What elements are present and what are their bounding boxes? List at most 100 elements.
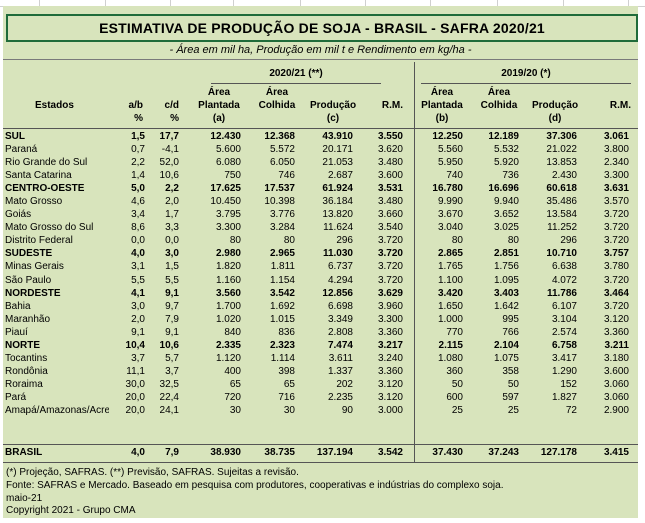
table-row[interactable]: Roraima 30,0 32,5 65 65 202 3.120 50 50 152 3.060 [3, 378, 638, 391]
cell-area-plantada: 1.160 [215, 274, 241, 286]
cell-producao-2: 3.417 [551, 352, 577, 364]
cell-area-colhida-2: 16.696 [488, 183, 519, 195]
state-name: Mato Grosso do Sul [5, 222, 94, 234]
cell-producao-2: 1.290 [551, 365, 577, 377]
cell-area-colhida: 2.965 [269, 248, 295, 260]
cell-producao: 21.053 [322, 157, 353, 169]
table-row[interactable]: Paraná 0,7 -4,1 5.600 5.572 20.171 3.620 5.560 5… [3, 143, 638, 156]
table-row[interactable]: Bahia 3,0 9,7 1.700 1.692 6.698 3.960 1.650 1.64… [3, 300, 638, 313]
cell-ab: 1,5 [131, 131, 145, 142]
cell-area-colhida-2: 3.403 [493, 287, 519, 299]
cell-producao: 11.030 [322, 248, 353, 260]
table-row[interactable]: Mato Grosso do Sul 8,6 3,3 3.300 3.284 11.624… [3, 221, 638, 234]
cell-rm: 3.720 [377, 248, 403, 260]
cell-producao-2: 2.574 [551, 326, 577, 338]
state-name: Roraima [5, 378, 43, 390]
cell-area-plantada-2: 80 [451, 235, 463, 247]
cell-cd: 9,1 [165, 326, 179, 338]
cell-cd: 1,7 [165, 209, 179, 221]
cell-area-colhida-2: 358 [502, 365, 519, 377]
cell-area-plantada-2: 770 [446, 326, 463, 338]
table-row[interactable]: Maranhão 2,0 7,9 1.020 1.015 3.349 3.300 1.000 9… [3, 313, 638, 326]
cell-rm: 3.000 [377, 404, 403, 416]
cell-rm: 3.629 [377, 287, 403, 299]
state-name: Minas Gerais [5, 261, 64, 273]
group-header-2020: 2019/20 (*) [501, 68, 551, 79]
table-subtitle: - Área em mil ha, Produção em mil t e Re… [169, 44, 472, 56]
state-name: Piauí [5, 326, 28, 338]
cell-area-colhida: 1.692 [269, 300, 295, 312]
divider [211, 83, 381, 84]
table-row[interactable]: Tocantins 3,7 5,7 1.120 1.114 3.611 3.240 1.080… [3, 352, 638, 365]
cell-area-plantada: 5.600 [215, 144, 241, 156]
cell-cd: 24,1 [159, 404, 179, 416]
cell-cd: 17,7 [159, 131, 179, 142]
header-area-colhida-2: Área Colhida [480, 87, 518, 111]
table-row[interactable]: Mato Grosso 4,6 2,0 10.450 10.398 36.184 3.480… [3, 195, 638, 208]
table-row[interactable]: Goiás 3,4 1,7 3.795 3.776 13.820 3.660 3.670 3.6… [3, 208, 638, 221]
cell-area-plantada: 2.980 [215, 248, 241, 260]
cell-area-colhida: 2.323 [269, 339, 295, 351]
cell-ab: 5,0 [131, 183, 145, 195]
cell-rm-2: 3.757 [603, 248, 629, 260]
table-row[interactable]: Santa Catarina 1,4 10,6 750 746 2.687 3.600 740… [3, 169, 638, 182]
state-name: Paraná [5, 144, 38, 156]
cell-area-plantada: 80 [229, 235, 241, 247]
group-header-2021: 2020/21 (**) [269, 68, 323, 79]
cell-rm: 3.120 [377, 391, 403, 403]
cell-producao-2: 35.486 [546, 196, 577, 208]
state-name: Distrito Federal [5, 235, 73, 247]
table-row[interactable]: CENTRO-OESTE 5,0 2,2 17.625 17.537 61.924 3.53… [3, 182, 638, 195]
table-title[interactable]: ESTIMATIVA DE PRODUÇÃO DE SOJA - BRASIL … [6, 14, 638, 42]
cell-rm-2: 3.120 [603, 313, 629, 325]
cell-rm: 3.480 [377, 196, 403, 208]
cell-producao: 2.808 [327, 326, 353, 338]
cell-ab: 10,4 [125, 339, 145, 351]
cell-area-colhida: 3.776 [269, 209, 295, 221]
cell-rm: 3.720 [377, 274, 403, 286]
cell-ab: 4,0 [131, 248, 145, 260]
table-row[interactable]: Amapá/Amazonas/Acre 20,0 24,1 30 30 90 3.000 25… [3, 404, 638, 417]
table-row[interactable]: São Paulo 5,5 5,5 1.160 1.154 4.294 3.720 1.100… [3, 274, 638, 287]
cell-area-colhida-2: 2.104 [493, 339, 519, 351]
cell-area-plantada-2: 740 [446, 170, 463, 182]
cell-area-colhida: 3.542 [269, 287, 295, 299]
cell-producao: 43.910 [322, 131, 353, 142]
cell-area-colhida: 6.050 [269, 157, 295, 169]
cell-area-plantada-2: 16.780 [432, 183, 463, 195]
table-row[interactable]: SUL 1,5 17,7 12.430 12.368 43.910 3.550 12.250 1… [3, 130, 638, 143]
cell-ab: 4,1 [131, 287, 145, 299]
total-cd: 7,9 [165, 447, 179, 458]
table-row[interactable]: Rondônia 11,1 3,7 400 398 1.337 3.360 360 358 1.2… [3, 365, 638, 378]
table-row[interactable]: Rio Grande do Sul 2,2 52,0 6.080 6.050 21.053… [3, 156, 638, 169]
cell-ab: 0,0 [131, 235, 145, 247]
cell-area-plantada-2: 3.420 [437, 287, 463, 299]
header-area-plantada-b: Área Plantada (b) [421, 87, 463, 124]
table-row[interactable]: Minas Gerais 3,1 1,5 1.820 1.811 6.737 3.720 1.… [3, 260, 638, 273]
table-row[interactable]: Pará 20,0 22,4 720 716 2.235 3.120 600 597 1.827 3… [3, 391, 638, 404]
cell-area-colhida-2: 736 [502, 170, 519, 182]
total-area-plantada-2: 37.430 [432, 447, 463, 458]
cell-area-plantada: 30 [229, 404, 241, 416]
cell-producao-2: 4.072 [551, 274, 577, 286]
total-name: BRASIL [5, 447, 43, 458]
table-row[interactable]: Piauí 9,1 9,1 840 836 2.808 3.360 770 766 2.574 3.… [3, 326, 638, 339]
cell-area-plantada-2: 3.670 [437, 209, 463, 221]
cell-rm-2: 3.061 [603, 131, 629, 142]
table-row[interactable]: Distrito Federal 0,0 0,0 80 80 296 3.720 80 80 29… [3, 234, 638, 247]
cell-area-plantada: 65 [229, 378, 241, 390]
table-row[interactable]: SUDESTE 4,0 3,0 2.980 2.965 11.030 3.720 2.865 2… [3, 247, 638, 260]
cell-ab: 3,0 [131, 300, 145, 312]
cell-area-plantada-2: 1.080 [437, 352, 463, 364]
table-row[interactable]: NORTE 10,4 10,6 2.335 2.323 7.474 3.217 2.115 2.… [3, 339, 638, 352]
cell-area-colhida-2: 5.920 [493, 157, 519, 169]
total-row[interactable]: BRASIL 4,0 7,9 38.930 38.735 137.194 3.5… [3, 446, 638, 460]
cell-ab: 20,0 [125, 404, 145, 416]
table-row[interactable]: NORDESTE 4,1 9,1 3.560 3.542 12.856 3.629 3.420… [3, 287, 638, 300]
cell-area-plantada: 3.795 [215, 209, 241, 221]
cell-producao-2: 3.104 [551, 313, 577, 325]
state-name: Rio Grande do Sul [5, 157, 88, 169]
cell-area-colhida: 836 [278, 326, 295, 338]
cell-producao: 3.349 [327, 313, 353, 325]
